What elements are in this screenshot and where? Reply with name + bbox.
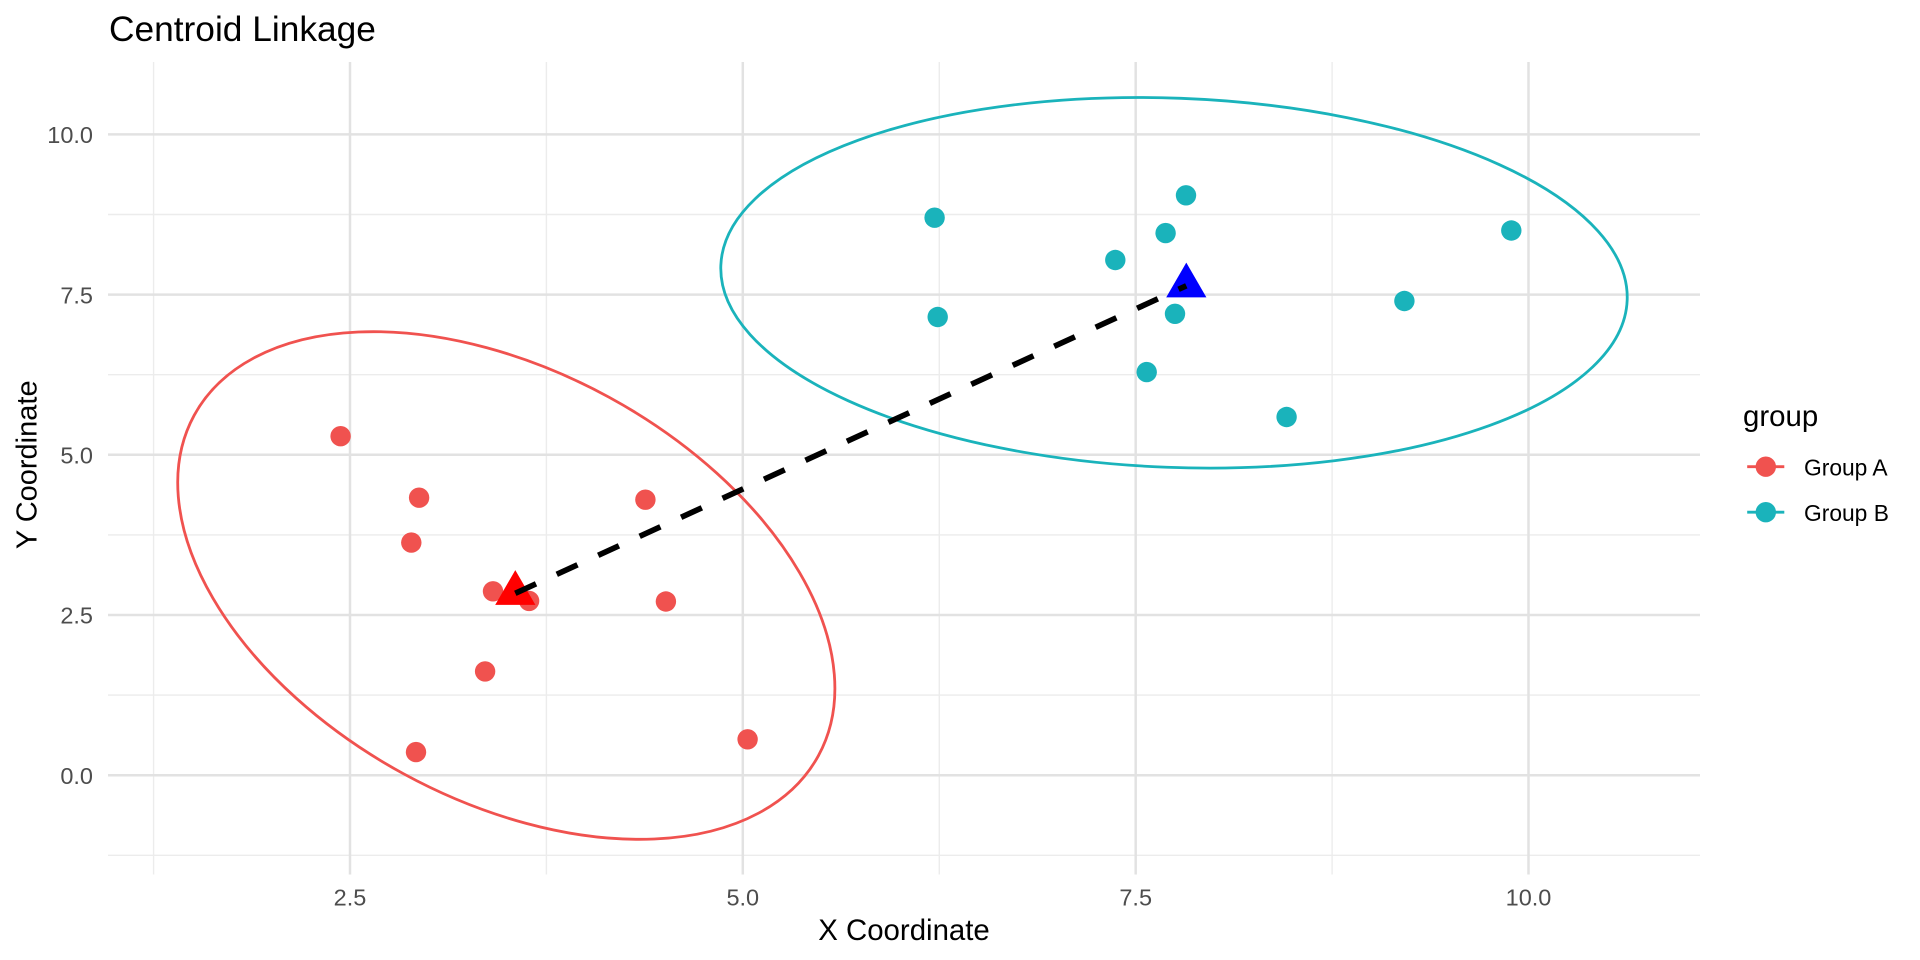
svg-text:2.5: 2.5 bbox=[60, 603, 93, 629]
svg-text:Group A: Group A bbox=[1804, 455, 1888, 481]
svg-text:2.5: 2.5 bbox=[334, 885, 367, 911]
svg-text:X Coordinate: X Coordinate bbox=[818, 914, 990, 947]
svg-text:Centroid Linkage: Centroid Linkage bbox=[109, 10, 376, 49]
svg-text:0.0: 0.0 bbox=[60, 763, 93, 789]
svg-text:5.0: 5.0 bbox=[726, 885, 759, 911]
svg-text:5.0: 5.0 bbox=[60, 443, 93, 469]
svg-text:Y Coordinate: Y Coordinate bbox=[12, 380, 44, 549]
svg-text:10.0: 10.0 bbox=[1506, 885, 1552, 911]
svg-text:7.5: 7.5 bbox=[1119, 885, 1152, 911]
svg-text:7.5: 7.5 bbox=[60, 282, 93, 308]
svg-text:Group B: Group B bbox=[1804, 500, 1889, 526]
svg-text:group: group bbox=[1743, 400, 1818, 433]
svg-text:10.0: 10.0 bbox=[47, 122, 93, 148]
